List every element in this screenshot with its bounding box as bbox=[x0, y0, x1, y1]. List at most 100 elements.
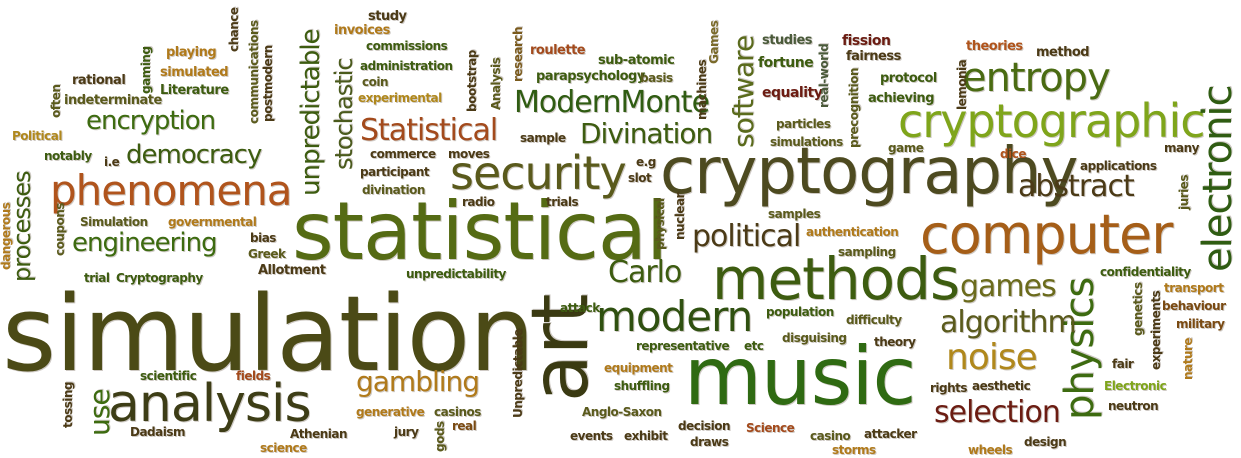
word-trial: trial bbox=[84, 271, 110, 285]
word-sample: sample bbox=[520, 131, 566, 145]
word-Divination: Divination bbox=[580, 117, 713, 150]
word-applications: applications bbox=[1080, 159, 1157, 173]
word-Political: Political bbox=[12, 129, 62, 143]
word-machines: machines bbox=[695, 59, 709, 120]
word-cryptographic: cryptographic bbox=[898, 94, 1206, 148]
word-Simulation: Simulation bbox=[80, 215, 148, 229]
word-genetics: genetics bbox=[1131, 282, 1145, 336]
word-tossing: tossing bbox=[61, 381, 75, 428]
word-playing: playing bbox=[166, 45, 217, 60]
word-unpredictability: unpredictability bbox=[406, 267, 506, 281]
word-Unpredictable: Unpredictable bbox=[511, 329, 525, 418]
word-simulations: simulations bbox=[770, 135, 843, 149]
word-participant: participant bbox=[360, 165, 430, 179]
word-often: often bbox=[49, 84, 63, 118]
word-communications: communications bbox=[247, 20, 261, 124]
word-physics: physics bbox=[1057, 277, 1103, 420]
word-casinos: casinos bbox=[434, 405, 481, 419]
word-experiments: experiments bbox=[1149, 290, 1163, 370]
word-Anglo-Saxon: Anglo-Saxon bbox=[582, 405, 662, 419]
word-moves: moves bbox=[448, 147, 490, 161]
word-sub-atomic: sub-atomic bbox=[598, 53, 675, 68]
word-experimental: experimental bbox=[358, 91, 442, 105]
word-slot: slot bbox=[628, 171, 652, 185]
word-difficulty: difficulty bbox=[846, 313, 902, 327]
word-dangerous: dangerous bbox=[0, 202, 13, 270]
word-Allotment: Allotment bbox=[258, 263, 326, 278]
word-postmodern: postmodern bbox=[261, 45, 275, 122]
word-Greek: Greek bbox=[248, 247, 286, 261]
word-gambling: gambling bbox=[356, 365, 480, 398]
word-equality: equality bbox=[762, 85, 823, 101]
word-attack: attack bbox=[560, 301, 600, 315]
word-games: games bbox=[960, 269, 1057, 304]
word-invoices: invoices bbox=[334, 23, 390, 38]
word-fair: fair bbox=[1112, 357, 1134, 371]
word-etc: etc bbox=[744, 339, 764, 353]
word-method: method bbox=[1036, 45, 1090, 60]
word-real-world: real-world bbox=[817, 43, 831, 108]
word-modern: modern bbox=[596, 292, 753, 341]
word-use: use bbox=[83, 389, 116, 436]
word-stochastic: stochastic bbox=[330, 58, 358, 171]
word-theories: theories bbox=[966, 39, 1023, 54]
word-science: science bbox=[260, 441, 307, 455]
word-unpredictable: unpredictable bbox=[296, 29, 326, 196]
word-entropy: entropy bbox=[962, 55, 1111, 101]
word-decision: decision bbox=[678, 419, 731, 433]
word-processes: processes bbox=[8, 171, 36, 283]
word-indeterminate: indeterminate bbox=[64, 93, 162, 108]
word-particles: particles bbox=[776, 117, 831, 131]
word-trials: trials bbox=[546, 195, 579, 209]
word-algorithm: algorithm bbox=[940, 305, 1077, 340]
word-software: software bbox=[727, 35, 760, 148]
word-commerce: commerce bbox=[370, 147, 436, 161]
word-gaming: gaming bbox=[139, 46, 153, 94]
word-military: military bbox=[1176, 317, 1225, 331]
word-security: security bbox=[450, 146, 627, 200]
word-nuclear: nuclear bbox=[673, 193, 687, 240]
word-fortune: fortune bbox=[758, 55, 814, 71]
word-behaviour: behaviour bbox=[1162, 299, 1226, 313]
word-methods: methods bbox=[712, 245, 960, 313]
word-jury: jury bbox=[394, 425, 419, 439]
word-real: real bbox=[452, 419, 477, 433]
word-representative: representative bbox=[636, 339, 730, 353]
word-transport: transport bbox=[1164, 281, 1224, 295]
word-theory: theory bbox=[874, 335, 916, 349]
word-juries: juries bbox=[1177, 175, 1191, 210]
word-casino: casino bbox=[810, 429, 851, 443]
word-noise: noise bbox=[946, 337, 1038, 378]
word-neutron: neutron bbox=[1108, 399, 1159, 413]
word-precognition: precognition bbox=[847, 68, 861, 148]
word-rights: rights bbox=[930, 381, 968, 395]
word-research: research bbox=[511, 26, 525, 82]
word-chance: chance bbox=[227, 7, 241, 52]
word-cryptography: cryptography bbox=[660, 135, 1078, 209]
word-population: population bbox=[766, 305, 834, 319]
word-coupons: coupons bbox=[53, 203, 67, 256]
word-Carlo: Carlo bbox=[608, 255, 682, 290]
word-dice: dice bbox=[1000, 147, 1026, 161]
word-storms: storms bbox=[832, 443, 876, 457]
word-generative: generative bbox=[356, 405, 425, 419]
word-divination: divination bbox=[362, 183, 425, 197]
word-democracy: democracy bbox=[126, 140, 262, 170]
word-Athenian: Athenian bbox=[290, 427, 348, 441]
word-ModernMonte: ModernMonte bbox=[514, 85, 710, 120]
word-protocol: protocol bbox=[880, 71, 937, 86]
word-computer: computer bbox=[920, 203, 1173, 266]
word-basis: basis bbox=[640, 71, 673, 85]
word-encryption: encryption bbox=[86, 106, 216, 136]
word-events: events bbox=[570, 429, 613, 443]
word-phenomena: phenomena bbox=[50, 166, 293, 215]
word-roulette: roulette bbox=[530, 43, 586, 58]
word-governmental: governmental bbox=[168, 215, 257, 229]
word-coin: coin bbox=[362, 75, 389, 89]
word-game: game bbox=[888, 141, 924, 155]
word-equipment: equipment bbox=[604, 361, 673, 375]
word-Electronic: Electronic bbox=[1104, 379, 1167, 393]
word-abstract: abstract bbox=[1018, 169, 1135, 204]
word-notably: notably bbox=[44, 149, 92, 163]
